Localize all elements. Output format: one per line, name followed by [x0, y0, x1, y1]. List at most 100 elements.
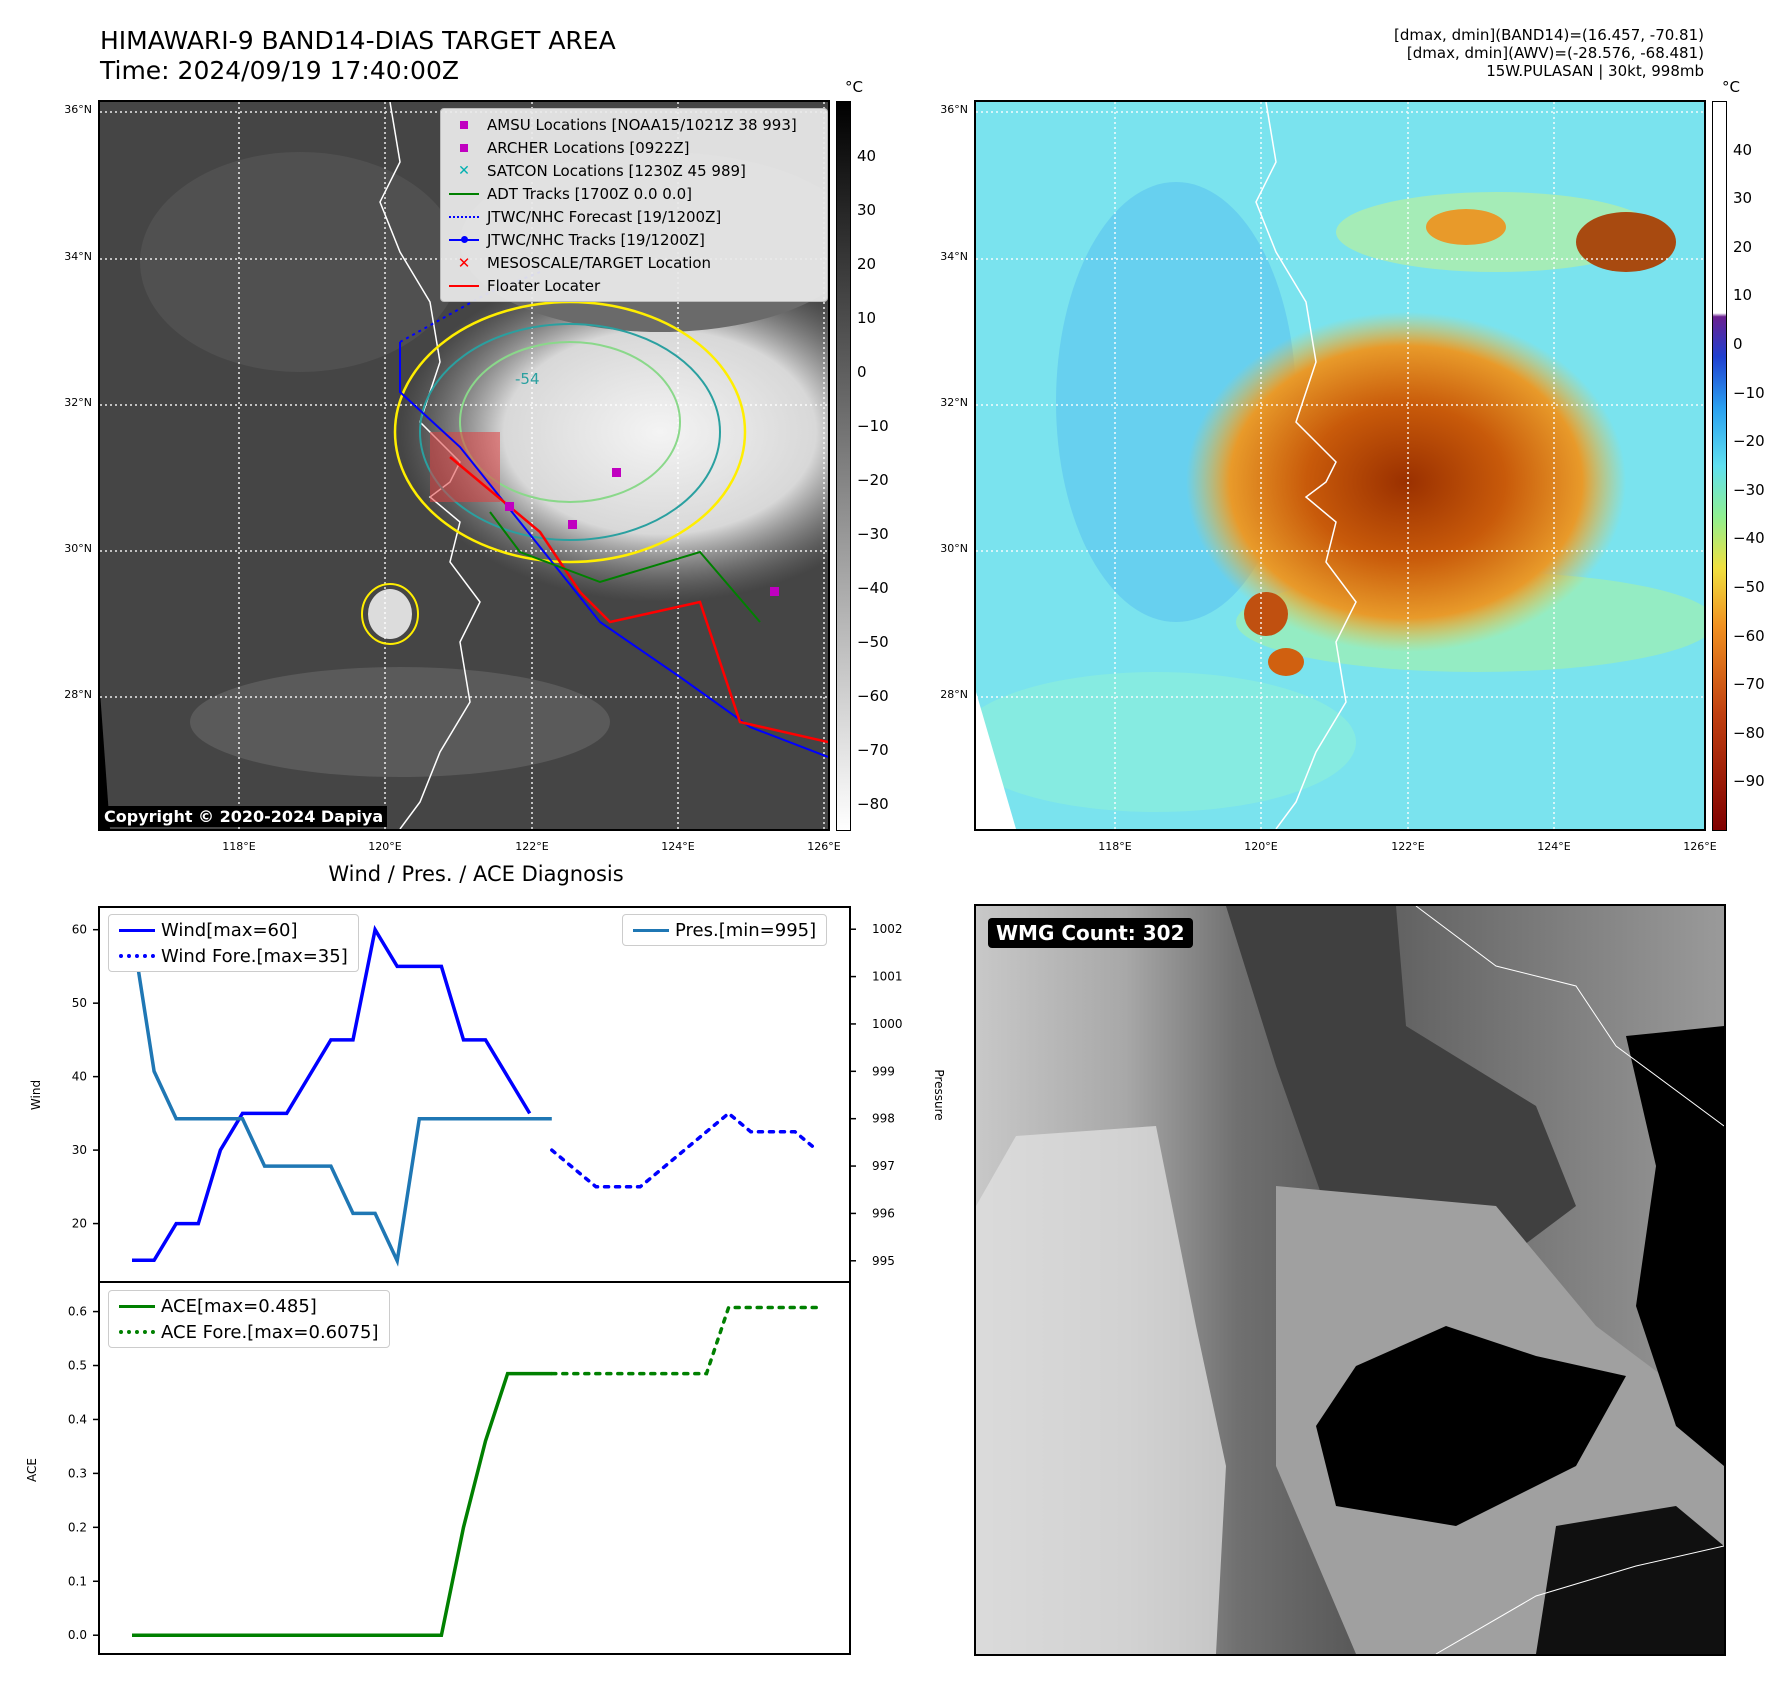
ace-tick-label: 0.1 [68, 1574, 87, 1588]
ir-colorbar [836, 101, 851, 831]
colorbar-tick: 40 [857, 147, 877, 165]
lat-label: 36°N [64, 103, 92, 116]
series-line-wind [132, 924, 532, 1263]
map-title: HIMAWARI-9 BAND14-DIAS TARGET AREA [100, 26, 616, 55]
colorbar-tick: 30 [857, 201, 877, 219]
lon-label: 126°E [1683, 840, 1717, 853]
colorbar-tick: 20 [1733, 238, 1753, 256]
ace-tick-label: 0.0 [68, 1628, 87, 1642]
lat-label: 30°N [940, 542, 968, 555]
legend-item-mesoscale: ✕ MESOSCALE/TARGET Location [457, 253, 712, 272]
ace-tick-label: 0.3 [68, 1466, 87, 1480]
colorbar-tick: 0 [1733, 335, 1743, 353]
awv-colorbar [1712, 101, 1727, 831]
series-line-ace [132, 1371, 552, 1637]
contour-label: -54 [515, 370, 540, 388]
lat-label: 28°N [940, 688, 968, 701]
info-awv: [dmax, dmin](AWV)=(-28.576, -68.481) [1406, 44, 1704, 62]
pressure-tick-label: 1000 [872, 1017, 903, 1031]
lat-label: 34°N [64, 250, 92, 263]
series-line-pres- [130, 928, 552, 1267]
pressure-legend: Pres.[min=995] [622, 914, 828, 946]
lon-label: 118°E [1098, 840, 1132, 853]
colorbar-tick: 40 [1733, 141, 1753, 159]
colorbar-tick: 20 [857, 255, 877, 273]
pressure-tick-label: 999 [872, 1064, 895, 1078]
lon-label: 122°E [515, 840, 549, 853]
wind-axis-label: Wind [29, 1080, 43, 1110]
lon-label: 124°E [1537, 840, 1571, 853]
wind-tick-label: 30 [72, 1143, 87, 1157]
colorbar-tick: −30 [1733, 481, 1765, 499]
lon-label: 126°E [807, 840, 841, 853]
lat-label: 30°N [64, 542, 92, 555]
colorbar-tick: −80 [857, 795, 889, 813]
legend-item-floater: Floater Locater [441, 274, 827, 297]
pressure-tick-label: 1001 [872, 970, 903, 984]
copyright-label: Copyright © 2020-2024 Dapiya [100, 806, 388, 827]
legend-pressure: Pres.[min=995] [627, 917, 822, 943]
lon-label: 124°E [661, 840, 695, 853]
wind-tick-label: 20 [72, 1217, 87, 1231]
colorbar-tick: −60 [1733, 627, 1765, 645]
lat-label: 34°N [940, 250, 968, 263]
lat-label: 36°N [940, 103, 968, 116]
map-time: Time: 2024/09/19 17:40:00Z [100, 56, 459, 85]
map-legend: AMSU Locations [NOAA15/1021Z 38 993] ARC… [440, 108, 828, 302]
ace-tick-label: 0.2 [68, 1520, 87, 1534]
wind-tick-label: 40 [72, 1070, 87, 1084]
lat-label: 28°N [64, 688, 92, 701]
colorbar-tick: −40 [1733, 529, 1765, 547]
pressure-tick-label: 1002 [872, 922, 903, 936]
wind-legend: Wind[max=60] Wind Fore.[max=35] [108, 914, 359, 972]
colorbar-tick: −20 [1733, 432, 1765, 450]
legend-wind-forecast: Wind Fore.[max=35] [113, 943, 354, 969]
legend-item-adt: ADT Tracks [1700Z 0.0 0.0] [441, 182, 827, 205]
lon-label: 122°E [1391, 840, 1425, 853]
colorbar-tick: 10 [857, 309, 877, 327]
legend-ace: ACE[max=0.485] [113, 1293, 385, 1319]
wmg-count-badge: WMG Count: 302 [988, 918, 1193, 948]
colorbar-tick: −20 [857, 471, 889, 489]
ace-legend: ACE[max=0.485] ACE Fore.[max=0.6075] [108, 1290, 390, 1348]
wind-tick-label: 60 [72, 923, 87, 937]
colorbar-tick: −70 [1733, 675, 1765, 693]
colorbar-tick: −50 [1733, 578, 1765, 596]
info-band14: [dmax, dmin](BAND14)=(16.457, -70.81) [1393, 26, 1704, 44]
ace-tick-label: 0.4 [68, 1412, 87, 1426]
colorbar-tick: −90 [1733, 772, 1765, 790]
colorbar-tick: −70 [857, 741, 889, 759]
colorbar-tick: −60 [857, 687, 889, 705]
ace-tick-label: 0.6 [68, 1305, 87, 1319]
awv-map-panel [974, 100, 1706, 831]
lon-label: 120°E [1244, 840, 1278, 853]
series-line-ace-fore- [550, 1305, 819, 1376]
diagnosis-charts: 20 30 40 50 60 995 996 997 998 999 1000 1001 1002 0… [25, 906, 946, 1655]
legend-wind: Wind[max=60] [113, 917, 354, 943]
colorbar-tick: −10 [857, 417, 889, 435]
colorbar-tick: 0 [857, 363, 867, 381]
colorbar-tick: 10 [1733, 286, 1753, 304]
legend-item-jtwc-tracks: JTWC/NHC Tracks [19/1200Z] [441, 228, 827, 251]
wmg-panel [974, 904, 1726, 1656]
pressure-tick-label: 995 [872, 1254, 895, 1268]
ace-axis-label: ACE [25, 1458, 39, 1482]
legend-item-amsu: AMSU Locations [NOAA15/1021Z 38 993] [441, 113, 827, 136]
colorbar-unit: °C [1722, 78, 1740, 96]
series-line-wind-fore- [550, 1111, 819, 1189]
lon-label: 118°E [222, 840, 256, 853]
legend-item-archer: ARCHER Locations [0922Z] [441, 136, 827, 159]
legend-ace-forecast: ACE Fore.[max=0.6075] [113, 1319, 385, 1345]
colorbar-tick: 30 [1733, 189, 1753, 207]
colorbar-tick: −80 [1733, 724, 1765, 742]
info-storm: 15W.PULASAN | 30kt, 998mb [1486, 62, 1704, 80]
legend-item-satcon: ✕ SATCON Locations [1230Z 45 989] [458, 161, 746, 180]
colorbar-tick: −50 [857, 633, 889, 651]
ace-tick-label: 0.5 [68, 1359, 87, 1373]
awv-map-image [976, 102, 1704, 829]
diagnosis-title: Wind / Pres. / ACE Diagnosis [328, 862, 624, 886]
pressure-tick-label: 996 [872, 1206, 895, 1220]
lat-label: 32°N [940, 396, 968, 409]
pressure-tick-label: 998 [872, 1112, 895, 1126]
wmg-image [976, 906, 1724, 1654]
